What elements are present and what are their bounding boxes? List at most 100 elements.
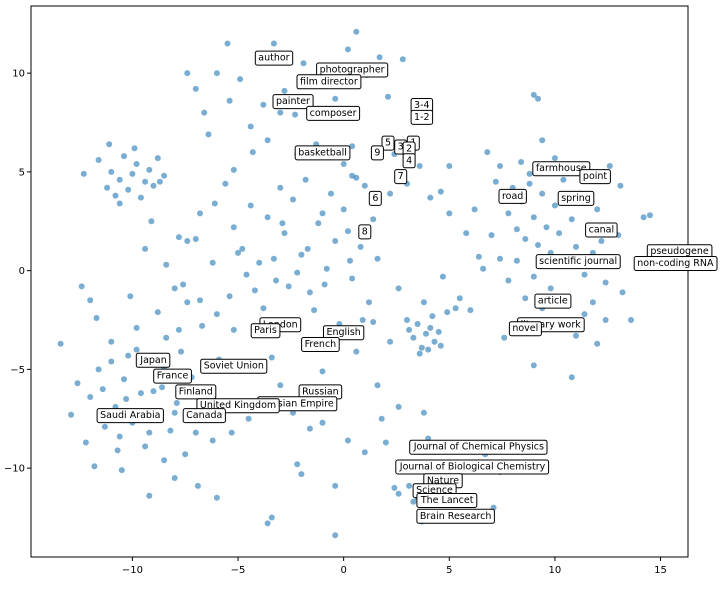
data-point	[68, 411, 75, 418]
data-point	[315, 220, 322, 227]
data-point	[423, 330, 429, 337]
data-point	[116, 433, 123, 440]
data-point	[573, 243, 579, 250]
annotation-box	[394, 169, 408, 185]
data-point	[91, 463, 98, 470]
annotation: article	[534, 293, 572, 309]
data-point	[619, 289, 626, 296]
data-point	[497, 163, 503, 169]
data-point	[251, 287, 258, 294]
annotation-label: pseudogene	[650, 246, 709, 257]
data-point	[344, 46, 351, 53]
data-point	[437, 342, 444, 349]
annotation-label: 5	[385, 138, 391, 149]
annotation-label: French	[305, 339, 337, 350]
plot-area	[30, 5, 689, 558]
data-point	[281, 87, 288, 94]
annotation-box	[368, 190, 382, 206]
data-point	[228, 429, 235, 436]
annotation: photographer	[316, 62, 389, 78]
data-point	[163, 334, 170, 341]
annotation-label: novel	[512, 323, 538, 334]
data-point	[547, 285, 554, 292]
data-point	[57, 340, 64, 347]
data-points	[57, 28, 653, 539]
annotation-label: photographer	[320, 64, 385, 75]
data-point	[306, 289, 313, 296]
data-point	[163, 261, 170, 268]
data-point	[243, 271, 250, 278]
data-point	[156, 178, 163, 185]
data-point	[292, 111, 299, 118]
annotation: 7	[394, 169, 408, 185]
data-point	[116, 176, 123, 183]
data-point	[182, 451, 189, 458]
data-point	[237, 76, 244, 83]
data-point	[268, 514, 275, 521]
y-axis-ticks: −10 −5 0 5 10	[4, 69, 31, 475]
data-point	[290, 196, 296, 203]
data-point	[192, 85, 199, 92]
data-point	[154, 155, 161, 162]
data-point	[539, 137, 546, 144]
annotation-box	[135, 352, 171, 368]
data-point	[87, 297, 94, 304]
data-point	[395, 403, 402, 410]
data-point	[594, 206, 601, 213]
data-point	[95, 366, 102, 373]
data-point	[80, 170, 87, 177]
data-point	[475, 253, 482, 260]
data-point	[167, 427, 174, 434]
data-point	[319, 419, 326, 426]
data-point	[357, 243, 364, 250]
data-point	[359, 317, 366, 323]
data-point	[154, 309, 161, 316]
data-point	[239, 245, 246, 252]
annotation-box	[200, 358, 268, 374]
data-point	[471, 206, 478, 213]
annotation: 8	[358, 224, 372, 240]
data-point	[247, 123, 254, 130]
data-point	[161, 172, 168, 179]
data-point	[340, 161, 347, 167]
annotation-label: farmhouse	[536, 163, 587, 174]
annotation-box	[272, 94, 314, 110]
annotation: 1-2	[410, 109, 434, 125]
annotation-box	[416, 493, 478, 508]
annotation-label: Saudi Arabia	[100, 410, 160, 421]
data-point	[505, 277, 512, 284]
annotation-label: 6	[372, 193, 378, 204]
data-point	[82, 439, 89, 446]
data-point	[270, 40, 277, 47]
data-point	[444, 309, 451, 316]
data-point	[589, 299, 596, 306]
data-point	[551, 202, 558, 209]
annotation: composer	[306, 105, 361, 121]
annotation: The Lancet	[416, 493, 478, 508]
data-point	[581, 271, 588, 278]
data-point	[456, 295, 463, 302]
data-point	[431, 338, 438, 345]
data-point	[522, 295, 529, 302]
data-point	[121, 153, 127, 160]
data-point	[568, 216, 575, 223]
annotation-label: Journal of Chemical Physics	[413, 442, 544, 453]
data-point	[256, 259, 263, 266]
annotation-label: scientific journal	[539, 256, 617, 267]
annotation-box	[370, 145, 384, 161]
data-point	[230, 224, 237, 231]
annotation: English	[323, 325, 365, 341]
annotation-label: 7	[398, 171, 404, 182]
data-point	[108, 338, 115, 345]
data-point	[277, 382, 284, 389]
data-point	[406, 326, 413, 333]
data-point	[133, 161, 140, 167]
data-point	[99, 386, 106, 393]
data-point	[349, 172, 356, 179]
data-point	[125, 352, 132, 359]
annotation-label: Russian Empire	[261, 398, 334, 409]
data-point	[437, 188, 444, 195]
data-point	[127, 293, 134, 300]
data-point	[535, 95, 541, 102]
x-tick-label: 5	[446, 565, 452, 576]
